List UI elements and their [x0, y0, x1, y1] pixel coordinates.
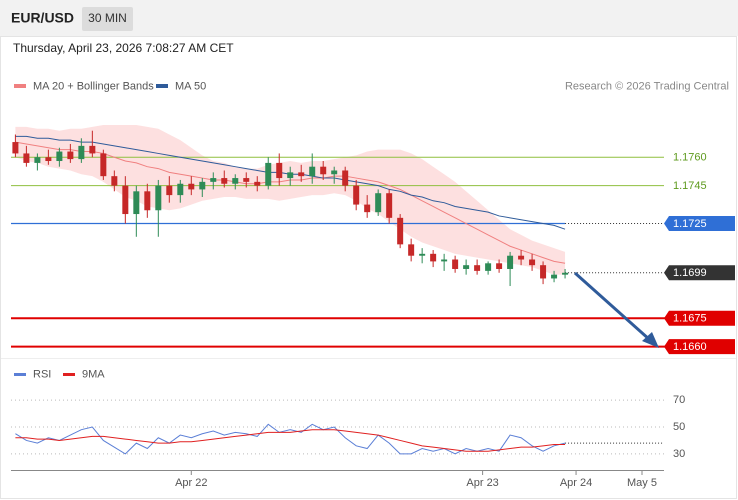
level-label-box [664, 216, 735, 232]
level-label: 1.1660 [673, 341, 707, 353]
forecast-arrow [574, 271, 651, 342]
x-tick-label: Apr 22 [175, 477, 207, 489]
candle-body [232, 178, 239, 184]
y-tick-label: 50 [673, 421, 685, 433]
candle-body [89, 145, 96, 154]
candle-body [518, 255, 525, 260]
candle-body [12, 142, 19, 154]
legend-label: MA 20 + Bollinger Bands [33, 80, 154, 92]
candle-body [474, 265, 481, 271]
candle-body [331, 170, 338, 175]
level-label: 1.1745 [673, 180, 707, 192]
plot-layer: 1.1760 1.1745 1.1725 1.1699 1.1675 1.1660 MA 2… [11, 80, 735, 489]
candle-body [210, 178, 217, 182]
candle-body [199, 181, 206, 190]
candle-body [122, 185, 129, 215]
candle-body [364, 204, 371, 213]
level-label: 1.1725 [673, 218, 707, 230]
candle-body [441, 259, 448, 262]
candle-body [276, 162, 283, 179]
legend-swatch [63, 373, 75, 376]
candle-body [507, 255, 514, 269]
credit: Research © 2026 Trading Central [565, 80, 729, 92]
candle-body [452, 259, 459, 269]
candle-body [265, 162, 272, 186]
level-label: 1.1760 [673, 152, 707, 164]
level-label: 1.1675 [673, 313, 707, 325]
x-tick-label: Apr 23 [466, 477, 498, 489]
candle-body [353, 185, 360, 205]
candle-body [386, 193, 393, 218]
candle-body [540, 265, 547, 279]
candle-body [111, 176, 118, 186]
candle-body [34, 157, 41, 163]
candle-body [67, 151, 74, 160]
x-tick-label: May 5 [627, 477, 657, 489]
indicator-line [15, 423, 566, 455]
bollinger-band [15, 125, 566, 275]
candle-body [551, 274, 558, 279]
candle-body [419, 253, 426, 256]
candle-body [397, 217, 404, 245]
candle-body [287, 172, 294, 179]
candle-body [529, 259, 536, 266]
y-tick-label: 30 [673, 448, 685, 460]
level-label-box [664, 310, 735, 326]
candle-body [408, 244, 415, 256]
symbol: EUR/USD [11, 10, 74, 26]
panel [0, 36, 737, 499]
candle-body [100, 153, 107, 177]
candle-body [254, 181, 261, 186]
legend-swatch [14, 84, 26, 88]
candle-body [144, 191, 151, 211]
legend-label: MA 50 [175, 80, 206, 92]
level-label-box [664, 265, 735, 281]
candle-body [375, 193, 382, 213]
candle-body [45, 157, 52, 162]
candle-body [155, 185, 162, 211]
candle-body [166, 185, 173, 196]
forecast-arrowhead [642, 332, 659, 348]
candle-body [320, 166, 327, 175]
timeframe[interactable]: 30 MIN [88, 11, 127, 25]
level-label-box [664, 339, 735, 355]
legend-swatch [156, 84, 168, 88]
y-tick-label: 70 [673, 394, 685, 406]
candle-body [342, 170, 349, 186]
candle-body [485, 263, 492, 271]
candle-body [562, 272, 569, 275]
x-tick-label: Apr 24 [560, 477, 592, 489]
candle-body [430, 253, 437, 262]
candle-body [496, 263, 503, 269]
candle-body [463, 265, 470, 269]
legend-label: RSI [33, 368, 51, 380]
candle-body [243, 178, 250, 182]
candle-body [221, 178, 228, 184]
candle-body [56, 151, 63, 162]
candle-body [309, 166, 316, 177]
level-label: 1.1699 [673, 267, 707, 279]
legend-swatch [14, 373, 26, 376]
candle-body [188, 183, 195, 190]
timestamp: Thursday, April 23, 2026 7:08:27 AM CET [13, 41, 234, 55]
timeframe-box[interactable] [82, 7, 133, 31]
legend-label: 9MA [82, 368, 105, 380]
candle-body [23, 153, 30, 163]
candle-body [78, 145, 85, 160]
indicator-line [15, 429, 566, 452]
candle-body [298, 172, 305, 177]
candle-body [177, 183, 184, 196]
candle-body [133, 191, 140, 215]
